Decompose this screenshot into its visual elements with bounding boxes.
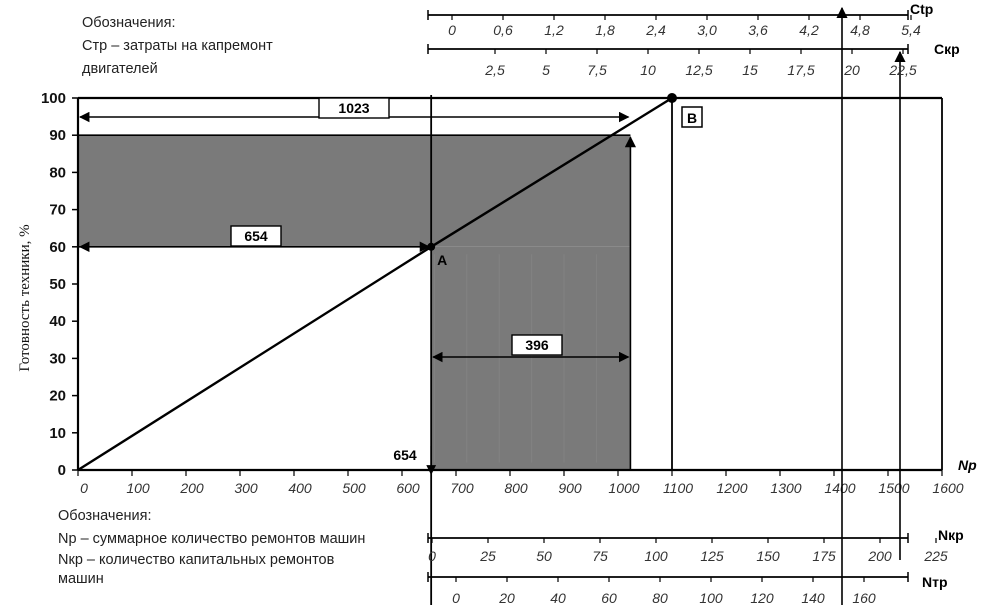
shaded-region-lower [431,246,631,470]
ctr-axis-tick-label: 3,0 [697,22,717,38]
nkr-axis-tick-label: 150 [756,548,780,564]
point-b-label: В [687,110,697,126]
ctr-axis-tick-label: 4,8 [850,22,870,38]
legend-bottom-line1: Nр – суммарное количество ремонтов машин [58,531,365,547]
bottom-label-654: 654 [393,447,417,463]
nkr-axis-tick-label: 100 [644,548,668,564]
x-tick-label: 400 [288,480,312,496]
ntr-axis-tick-label: 140 [801,590,825,606]
legend-top-line2: двигателей [82,61,158,77]
x-tick-label: 1300 [770,480,801,496]
dimension-654-label: 654 [244,228,268,244]
ckr-axis-tick-label: 15 [742,62,758,78]
y-axis-label: Готовность техники, % [17,224,33,371]
nkr-axis-tick-label: 50 [536,548,552,564]
x-tick-label: 0 [80,480,88,496]
y-tick-label: 30 [49,350,66,367]
nkr-axis-tick-label: 0 [428,548,436,564]
nkr-axis-tick-label: 75 [592,548,608,564]
x-tick-label: 1600 [932,480,963,496]
x-tick-label: 100 [126,480,150,496]
ctr-axis-tick-label: 4,2 [799,22,819,38]
ckr-axis-tick-label: 5 [542,62,550,78]
y-tick-label: 80 [49,164,66,181]
dimension-1023-box [318,97,390,119]
ctr-axis-tick-label: 1,2 [544,22,564,38]
ntr-axis-tick-label: 80 [652,590,668,606]
ntr-axis-tick-label: 100 [699,590,723,606]
dimension-1023-label: 1023 [338,100,369,116]
ctr-axis-tick-label: 5,4 [901,22,921,38]
ckr-axis-tick-label: 22,5 [888,62,916,78]
x-tick-label: 1500 [878,480,909,496]
legend-top-line1: Стр – затраты на капремонт [82,38,273,54]
point-b-box [681,106,703,128]
x-tick-label: 1400 [824,480,855,496]
dimension-654-box [230,225,282,247]
y-tick-label: 10 [49,425,66,442]
y-tick-label: 100 [41,90,66,107]
dimension-396-box [511,334,563,356]
x-tick-label: 900 [558,480,582,496]
axis-name-ckr: Скр [934,41,960,57]
y-tick-label: 50 [49,276,66,293]
ntr-axis-tick-label: 120 [750,590,774,606]
x-tick-label: 800 [504,480,528,496]
ctr-axis-tick-label: 0 [448,22,456,38]
nkr-axis-tick-label: 200 [867,548,892,564]
legend-top-title: Обозначения: [82,15,176,31]
x-tick-label: 1000 [608,480,639,496]
shaded-region-upper [78,135,631,247]
nkr-axis-tick-label: 175 [812,548,836,564]
axis-name-ntr: Nтр [922,574,948,590]
ckr-axis-tick-label: 17,5 [787,62,814,78]
ckr-axis-tick-label: 10 [640,62,656,78]
ntr-axis-tick-label: 20 [498,590,515,606]
dimension-396-label: 396 [525,337,549,353]
point-b [667,93,677,103]
nkr-axis-tick-label: 125 [700,548,724,564]
legend-bottom-line2: Nкр – количество капитальных ремонтов [58,552,335,568]
nkr-axis-tick-label: 25 [479,548,496,564]
axis-name-nkr: Nкр [938,527,964,543]
ctr-axis-tick-label: 3,6 [748,22,768,38]
x-tick-label: 1100 [663,480,693,496]
ckr-axis-tick-label: 2,5 [484,62,505,78]
ntr-axis-tick-label: 160 [852,590,876,606]
ntr-axis-tick-label: 0 [452,590,460,606]
ctr-axis-tick-label: 1,8 [595,22,615,38]
nkr-axis-tick-label: 225 [923,548,948,564]
ctr-axis-tick-label: 2,4 [645,22,666,38]
x-tick-label: 300 [234,480,258,496]
x-tick-label: 600 [396,480,420,496]
x-tick-label: 700 [450,480,474,496]
ckr-axis-tick-label: 12,5 [685,62,712,78]
y-tick-label: 70 [49,202,66,219]
x-tick-label: 200 [179,480,204,496]
ntr-axis-tick-label: 60 [601,590,617,606]
ckr-axis-tick-label: 7,5 [587,62,607,78]
y-tick-label: 20 [49,388,66,405]
x-tick-label: 1200 [716,480,747,496]
x-tick-label: 500 [342,480,366,496]
axis-name-ctr: Сtр [910,1,933,17]
point-a-label: А [437,252,447,268]
y-tick-label: 40 [49,313,66,330]
legend-bottom-title: Обозначения: [58,508,152,524]
axis-name-np: Nр [958,457,977,473]
y-tick-label: 60 [49,239,66,256]
legend-bottom-line3: машин [58,571,104,587]
ckr-axis-tick-label: 20 [843,62,860,78]
ntr-axis-tick-label: 40 [550,590,566,606]
y-tick-label: 0 [58,462,66,479]
ctr-axis-tick-label: 0,6 [493,22,513,38]
y-tick-label: 90 [49,127,66,144]
